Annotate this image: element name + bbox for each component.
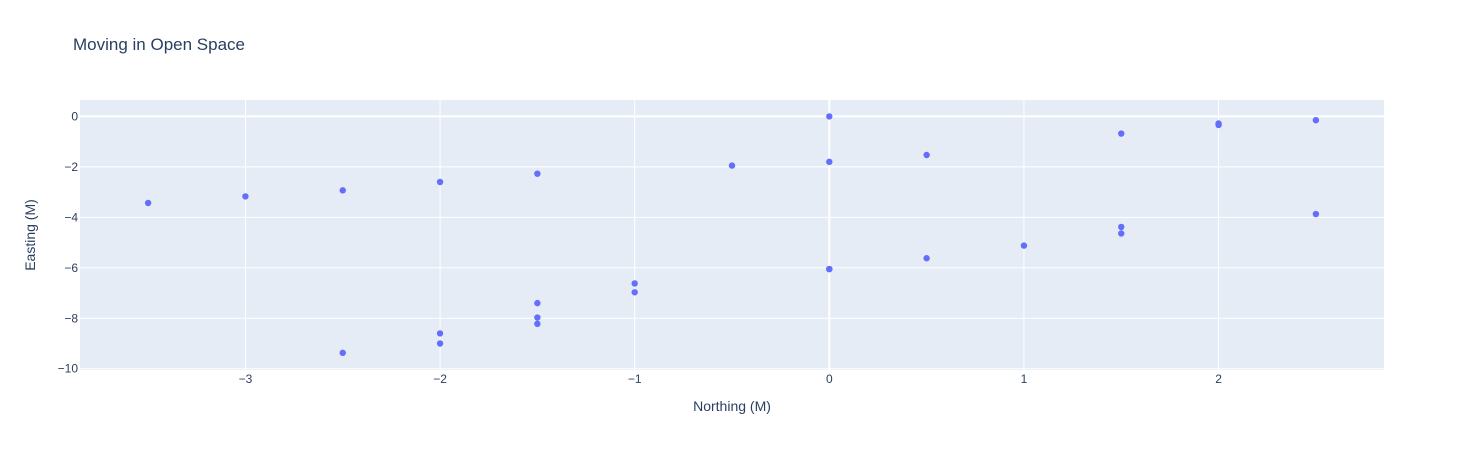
scatter-point[interactable] — [631, 280, 638, 287]
scatter-point[interactable] — [1312, 116, 1320, 124]
plot-area — [80, 100, 1384, 370]
scatter-point[interactable] — [728, 162, 736, 169]
scatter-point[interactable] — [1020, 242, 1028, 249]
scatter-point[interactable] — [534, 314, 541, 321]
scatter-point[interactable] — [1312, 210, 1320, 218]
scatter-point[interactable] — [1118, 223, 1125, 231]
scatter-point[interactable] — [436, 340, 444, 347]
scatter-point[interactable] — [826, 158, 833, 166]
x-tick-label: 2 — [1215, 372, 1222, 386]
x-axis-title: Northing (M) — [693, 398, 771, 414]
scatter-point[interactable] — [339, 349, 346, 357]
scatter-point[interactable] — [1118, 230, 1125, 237]
x-tick-label: −2 — [433, 372, 447, 386]
data-points — [144, 113, 1320, 357]
scatter-point[interactable] — [631, 289, 638, 296]
x-tick-label: −1 — [628, 372, 642, 386]
y-tick-label: −10 — [58, 362, 79, 376]
scatter-point[interactable] — [923, 151, 930, 159]
scatter-point[interactable] — [339, 187, 346, 194]
y-axis-title: Easting (M) — [22, 199, 38, 271]
scatter-point[interactable] — [144, 199, 152, 207]
y-gridlines — [80, 115, 1384, 370]
y-tick-label: −6 — [64, 261, 78, 275]
scatter-point[interactable] — [436, 178, 444, 186]
x-tick-label: 0 — [826, 372, 833, 386]
scatter-point[interactable] — [534, 170, 541, 177]
scatter-point[interactable] — [242, 193, 249, 200]
x-gridlines — [244, 100, 1220, 370]
y-tick-label: −4 — [64, 210, 78, 224]
x-tick-label: 1 — [1021, 372, 1028, 386]
scatter-point[interactable] — [826, 265, 833, 273]
chart-title: Moving in Open Space — [73, 35, 245, 54]
scatter-point[interactable] — [534, 299, 541, 307]
y-tick-label: −8 — [64, 311, 78, 325]
scatter-point[interactable] — [923, 255, 930, 262]
scatter-point[interactable] — [1118, 130, 1125, 137]
y-tick-label: 0 — [71, 109, 78, 123]
y-tick-label: −2 — [64, 160, 78, 174]
scatter-point[interactable] — [534, 320, 541, 328]
scatter-point[interactable] — [436, 330, 444, 337]
y-axis-ticks: 0 −2 −4 −6 −8 −10 — [58, 109, 79, 375]
x-tick-label: −3 — [239, 372, 253, 386]
scatter-point[interactable] — [1215, 121, 1222, 129]
scatter-point[interactable] — [826, 113, 833, 120]
x-axis-ticks: −3 −2 −1 0 1 2 — [239, 372, 1223, 386]
